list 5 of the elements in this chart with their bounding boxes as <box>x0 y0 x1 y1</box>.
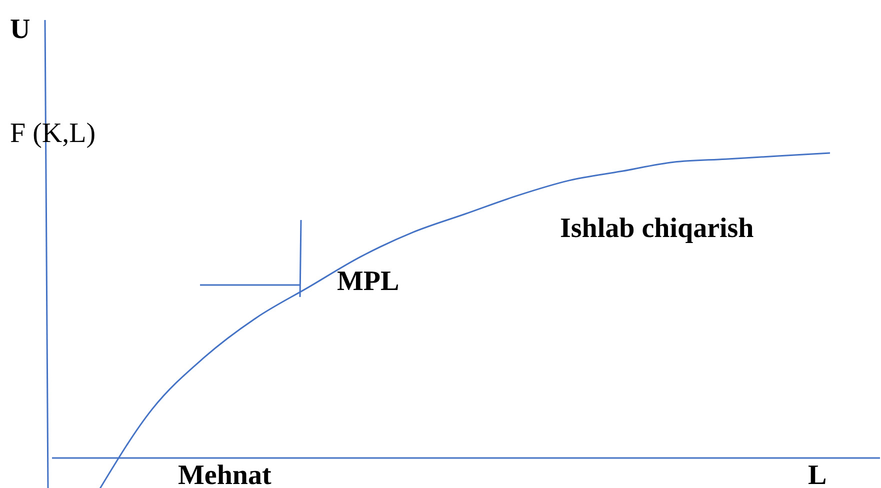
annotation: Mehnat <box>178 460 272 488</box>
annotation: MPL <box>337 266 400 297</box>
x-axis-title: L <box>808 460 827 488</box>
annotation: Ishlab chiqarish <box>560 213 754 244</box>
y-axis-title: U <box>10 14 30 45</box>
